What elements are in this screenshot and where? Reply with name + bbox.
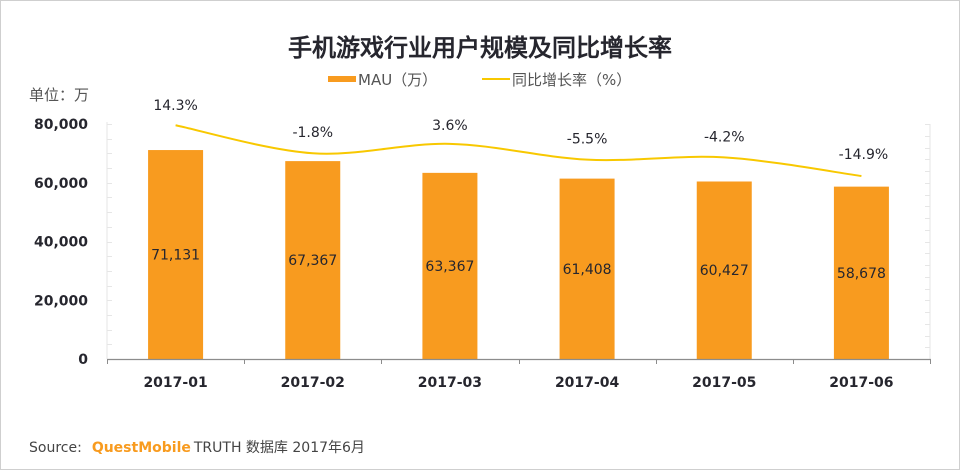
bar-mau	[559, 178, 615, 359]
source-brand: QuestMobile	[91, 440, 191, 456]
line-data-label: -1.8%	[292, 125, 333, 141]
bar-data-label: 67,367	[288, 253, 337, 269]
source-note: Source: QuestMobile TRUTH 数据库 2017年6月	[29, 437, 365, 457]
y-tick-label: 60,000	[34, 176, 88, 192]
y-axis-unit-label: 单位：万	[29, 86, 90, 104]
y-tick-label: 20,000	[34, 293, 88, 309]
x-tick-label: 2017-05	[692, 375, 756, 391]
bar-mau	[696, 181, 752, 359]
bar-mau	[148, 150, 204, 359]
source-prefix: Source:	[29, 440, 82, 456]
bar-mau	[285, 161, 341, 359]
x-tick-label: 2017-01	[143, 375, 207, 391]
line-data-label: 3.6%	[432, 118, 468, 134]
legend-swatch-mau	[328, 76, 356, 82]
bar-data-label: 63,367	[425, 259, 474, 275]
bar-data-label: 58,678	[837, 266, 886, 282]
y-tick-label: 0	[78, 352, 88, 368]
bar-data-label: 61,408	[563, 262, 612, 278]
x-tick-label: 2017-03	[418, 375, 482, 391]
legend-label-mau: MAU（万）	[358, 70, 438, 89]
x-tick-label: 2017-02	[281, 375, 345, 391]
line-data-label: -4.2%	[704, 129, 745, 145]
y-tick-label: 40,000	[34, 235, 88, 251]
x-tick-label: 2017-04	[555, 375, 620, 391]
legend-item-growth[interactable]: 同比增长率（%）	[482, 68, 631, 90]
x-tick-label: 2017-06	[829, 375, 893, 391]
bar-data-label: 60,427	[700, 263, 749, 279]
line-growth-rate	[175, 124, 862, 178]
y-tick-label: 80,000	[34, 117, 88, 133]
bar-mau	[422, 172, 478, 359]
legend: MAU（万） 同比增长率（%）	[0, 68, 960, 90]
line-data-label: -14.9%	[839, 147, 889, 163]
chart-title: 手机游戏行业用户规模及同比增长率	[288, 34, 672, 62]
legend-label-growth: 同比增长率（%）	[512, 70, 632, 89]
legend-item-mau[interactable]: MAU（万）	[328, 68, 437, 90]
source-text: TRUTH 数据库 2017年6月	[193, 440, 365, 456]
line-data-label: 14.3%	[153, 98, 197, 114]
line-data-label: -5.5%	[567, 132, 608, 148]
bar-mau	[833, 186, 889, 359]
legend-swatch-growth	[482, 78, 510, 80]
bar-data-label: 71,131	[151, 248, 200, 264]
